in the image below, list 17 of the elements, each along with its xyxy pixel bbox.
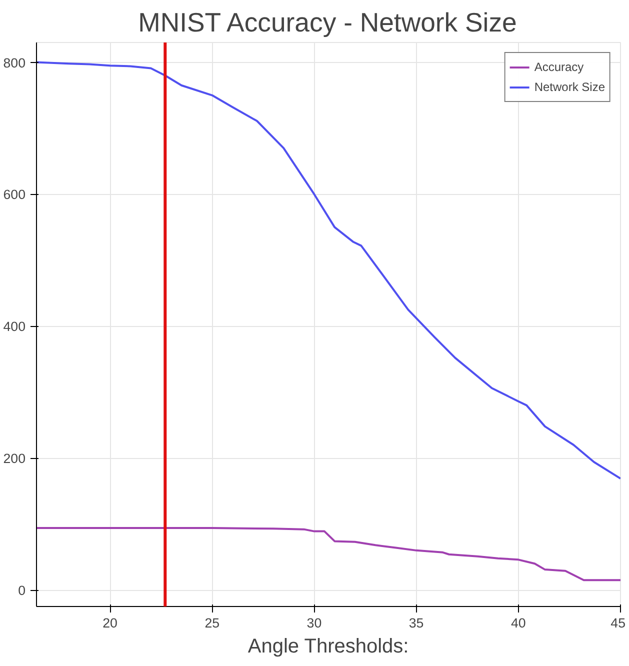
line-series xyxy=(36,527,620,582)
x-tick-label: 25 xyxy=(204,616,220,630)
y-tick-label: 400 xyxy=(3,319,26,334)
y-tick-label: 600 xyxy=(3,187,26,202)
x-tick-label: 30 xyxy=(306,616,322,630)
legend-label: Network Size xyxy=(534,80,605,94)
y-tick-label: 200 xyxy=(3,451,26,466)
x-tick-label: 35 xyxy=(408,616,424,630)
x-tick-label: 20 xyxy=(102,616,118,630)
x-tick-label: 40 xyxy=(510,616,526,630)
legend-label: Accuracy xyxy=(534,60,584,74)
x-axis-title: Angle Thresholds: xyxy=(248,636,409,658)
y-tick-label: 800 xyxy=(3,55,26,70)
y-tick-label: 0 xyxy=(18,583,26,598)
chart-title: MNIST Accuracy - Network Size xyxy=(138,8,517,38)
x-tick-label: 45 xyxy=(610,616,626,630)
line-series xyxy=(36,61,620,480)
